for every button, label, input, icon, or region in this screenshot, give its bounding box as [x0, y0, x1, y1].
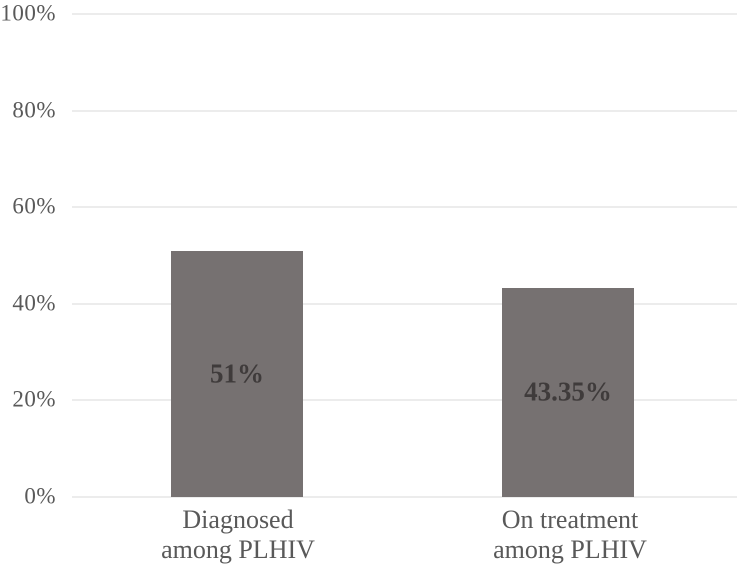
x-axis-category-line: among PLHIV — [493, 535, 647, 564]
gridline-80 — [72, 110, 737, 112]
y-axis-tick-label: 0% — [24, 483, 56, 509]
x-axis-category-label-diagnosed: Diagnosed among PLHIV — [161, 505, 315, 565]
x-axis-category-label-on-treatment: On treatment among PLHIV — [493, 505, 647, 565]
gridline-0 — [72, 496, 737, 498]
y-axis-tick-label: 100% — [0, 0, 56, 26]
x-axis-category-line: Diagnosed — [182, 505, 294, 534]
gridline-60 — [72, 206, 737, 208]
plot-area: 100% 80% 60% 40% 20% 0% 51% 43.35% — [0, 0, 737, 508]
bar-value-label: 43.35% — [524, 376, 612, 407]
y-axis-tick-label: 20% — [12, 386, 56, 412]
gridline-100 — [72, 13, 737, 15]
y-axis-tick-label: 60% — [12, 193, 56, 219]
x-axis-category-line: among PLHIV — [161, 535, 315, 564]
x-axis-category-line: On treatment — [501, 505, 639, 534]
bar-value-label: 51% — [210, 358, 264, 389]
gridline-40 — [72, 303, 737, 305]
bar-on-treatment-among-plhiv: 43.35% — [502, 287, 634, 497]
gridline-20 — [72, 399, 737, 401]
y-axis-tick-label: 80% — [12, 97, 56, 123]
y-axis-tick-label: 40% — [12, 290, 56, 316]
bar-diagnosed-among-plhiv: 51% — [171, 250, 303, 497]
